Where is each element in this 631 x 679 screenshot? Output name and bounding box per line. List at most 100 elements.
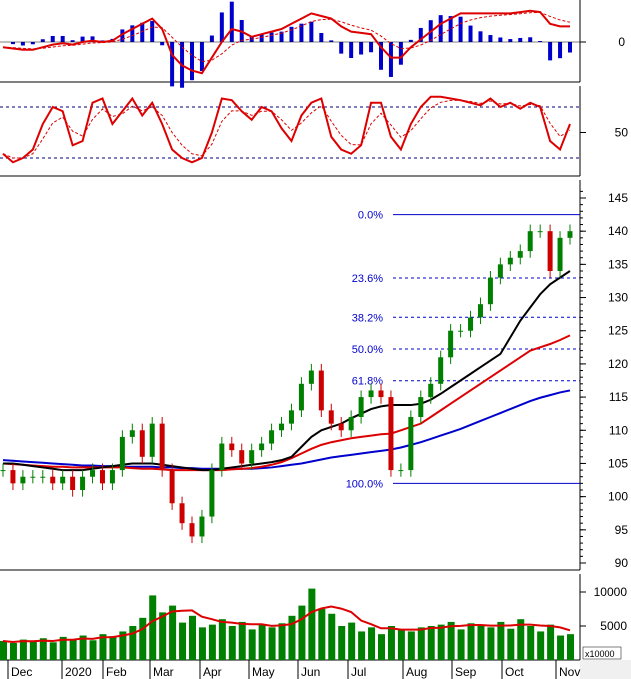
volume-bar xyxy=(557,635,565,660)
macd-histogram-bar xyxy=(408,39,413,42)
stoch-k-line xyxy=(2,95,571,164)
volume-bar xyxy=(358,631,366,660)
candle-body xyxy=(279,423,285,431)
macd-histogram-bar xyxy=(468,25,473,42)
candle-body xyxy=(80,476,86,490)
volume-bar xyxy=(527,626,535,660)
price-tick-label: 125 xyxy=(608,324,628,338)
macd-histogram-bar xyxy=(219,12,224,43)
candle-body xyxy=(338,423,344,431)
candle-body xyxy=(159,423,165,471)
ma-black-line xyxy=(3,270,571,472)
macd-histogram-bar xyxy=(568,42,572,53)
price-tick-label: 105 xyxy=(608,456,628,470)
macd-histogram-bar xyxy=(269,32,274,42)
volume-bar xyxy=(59,636,67,660)
fib-level-label: 100.0% xyxy=(346,478,384,490)
candle-body xyxy=(90,470,96,477)
volume-bar xyxy=(487,627,495,660)
volume-bar xyxy=(447,621,455,660)
volume-bar xyxy=(407,631,415,660)
candle-body xyxy=(438,357,444,384)
candle-body xyxy=(179,503,185,524)
macd-histogram-bar xyxy=(20,42,25,46)
volume-bar xyxy=(378,634,385,660)
volume-bar xyxy=(248,629,256,660)
macd-histogram-bar xyxy=(538,41,543,42)
month-label: Dec xyxy=(11,665,32,679)
volume-bar xyxy=(437,624,445,660)
volume-bar xyxy=(79,635,87,660)
ma-red-line xyxy=(2,334,571,472)
month-label: May xyxy=(252,665,275,679)
candle-body xyxy=(60,476,66,484)
candle-body xyxy=(298,383,304,411)
candle-body xyxy=(0,470,6,472)
volume-bar xyxy=(99,634,107,660)
volume-bar xyxy=(308,588,316,660)
candle-body xyxy=(517,251,523,258)
volume-ma-line xyxy=(2,605,571,643)
macd-histogram-bar xyxy=(130,25,135,42)
candle-body xyxy=(149,423,155,457)
macd-histogram-bar xyxy=(488,35,493,42)
macd-histogram-bar xyxy=(60,35,65,42)
candle-body xyxy=(269,430,275,444)
candle-body xyxy=(378,390,384,398)
candle-body xyxy=(398,470,404,472)
volume-bar xyxy=(328,613,336,660)
candle-body xyxy=(527,231,533,252)
volume-tick-label: 10000 xyxy=(594,585,628,599)
volume-bar xyxy=(288,615,296,660)
macd-histogram-bar xyxy=(508,39,513,42)
macd-histogram-bar xyxy=(80,36,85,42)
macd-histogram-bar xyxy=(329,40,334,42)
macd-histogram-bar xyxy=(478,31,483,42)
macd-histogram-bar xyxy=(448,16,453,42)
candle-body xyxy=(388,397,394,471)
stoch-tick-label: 50 xyxy=(615,126,629,140)
candle-body xyxy=(229,443,235,451)
volume-bar xyxy=(119,631,127,660)
month-label: Jun xyxy=(301,665,320,679)
candle-body xyxy=(199,516,205,537)
macd-histogram-bar xyxy=(418,27,423,42)
candle-body xyxy=(418,397,424,417)
macd-histogram-bar xyxy=(369,42,374,53)
price-tick-label: 95 xyxy=(615,523,629,537)
volume-bar xyxy=(9,643,17,660)
price-tick-label: 120 xyxy=(608,357,628,371)
candle-body xyxy=(119,436,125,471)
volume-bar xyxy=(39,638,47,660)
volume-bar xyxy=(397,629,405,660)
macd-histogram-bar xyxy=(498,37,503,42)
price-tick-label: 90 xyxy=(615,556,629,570)
fib-level-label: 61.8% xyxy=(352,376,383,388)
macd-histogram-bar xyxy=(229,1,234,43)
macd-histogram-bar xyxy=(309,21,314,42)
volume-bar xyxy=(238,621,246,660)
candle-body xyxy=(468,317,474,331)
candle-body xyxy=(169,470,175,504)
macd-histogram-bar xyxy=(388,42,393,77)
volume-bar xyxy=(0,640,7,660)
volume-bar xyxy=(198,627,206,660)
volume-bar xyxy=(507,628,515,660)
volume-bar xyxy=(298,605,306,660)
candle-body xyxy=(189,523,195,537)
macd-histogram-bar xyxy=(259,33,264,42)
candle-body xyxy=(288,410,294,424)
month-label: Nov xyxy=(559,665,580,679)
volume-bar xyxy=(318,609,326,660)
ma-blue-line xyxy=(2,389,571,470)
candle-body xyxy=(209,470,215,517)
candle-body xyxy=(249,450,255,464)
month-label: Apr xyxy=(203,665,222,679)
macd-histogram-bar xyxy=(528,37,533,42)
macd-histogram-bar xyxy=(120,29,125,42)
macd-histogram-bar xyxy=(339,42,344,54)
macd-histogram-bar xyxy=(50,35,55,42)
macd-histogram-bar xyxy=(40,39,45,42)
candle-body xyxy=(567,231,573,238)
volume-bar xyxy=(19,639,27,660)
